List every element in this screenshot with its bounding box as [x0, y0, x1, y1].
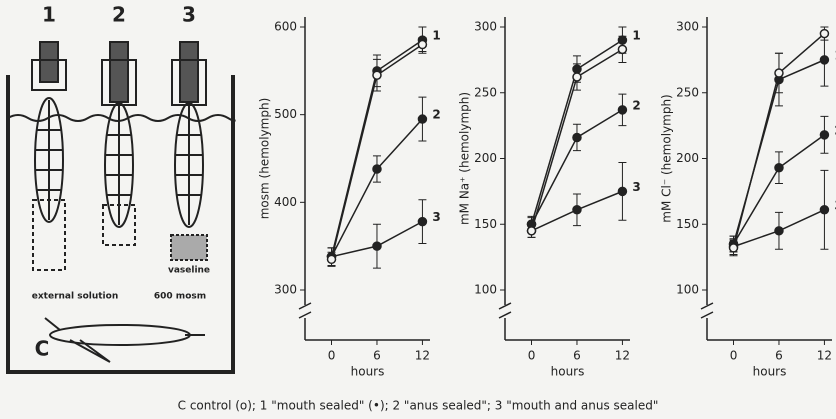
y-tick-label: 150 — [676, 217, 699, 231]
x-tick-label: 0 — [328, 349, 336, 363]
axis-break — [298, 302, 312, 319]
osmolarity-label: 600 mosm — [154, 292, 206, 302]
data-point — [526, 226, 537, 236]
x-axis-label: hours — [753, 365, 787, 379]
y-tick-label: 100 — [474, 283, 497, 297]
y-tick-label: 100 — [676, 283, 699, 297]
x-tick-label: 0 — [528, 349, 536, 363]
series-label: 3 — [834, 198, 836, 212]
y-tick-label: 500 — [274, 107, 297, 121]
x-tick-label: 6 — [373, 349, 381, 363]
x-tick-label: 12 — [415, 349, 430, 363]
tube-label: 1 — [42, 3, 56, 27]
data-point — [372, 241, 382, 251]
data-point — [417, 216, 428, 227]
data-point — [774, 162, 784, 173]
data-point — [572, 72, 582, 82]
y-tick-label: 300 — [274, 283, 297, 297]
data-point — [617, 44, 628, 55]
data-point — [819, 28, 830, 39]
beaker — [6, 75, 235, 374]
solution-label: external solution — [32, 292, 118, 302]
data-point — [617, 186, 628, 197]
data-point — [728, 243, 739, 253]
x-tick-label: 12 — [615, 349, 630, 363]
series-label: 2 — [432, 108, 440, 122]
series-label: 3 — [432, 210, 440, 224]
y-tick-label: 200 — [474, 151, 497, 165]
caption: C control (o); 1 "mouth sealed" (•); 2 "… — [178, 399, 659, 413]
y-axis-label: mosm (hemolymph) — [258, 98, 272, 220]
y-tick-label: 600 — [274, 20, 297, 34]
y-tick-label: 150 — [474, 217, 497, 231]
data-point — [819, 55, 830, 65]
data-point — [819, 205, 830, 215]
data-point — [774, 68, 784, 78]
series-label: 1 — [432, 29, 440, 43]
y-tick-label: 400 — [274, 195, 297, 209]
x-axis-label: hours — [551, 365, 585, 379]
tube-3 — [170, 41, 208, 261]
y-tick-label: 200 — [676, 151, 699, 165]
series-label: 2 — [632, 98, 640, 112]
tube-label: 2 — [112, 3, 126, 27]
series-label: 1 — [632, 29, 640, 43]
tube-label: 3 — [182, 3, 196, 27]
x-tick-label: 0 — [730, 349, 738, 363]
y-tick-label: 250 — [676, 85, 699, 99]
x-axis-label: hours — [351, 365, 385, 379]
x-tick-label: 6 — [775, 349, 783, 363]
data-point — [417, 114, 428, 124]
data-point — [774, 226, 784, 236]
y-axis-label: mM Cl⁻ (hemolymph) — [660, 94, 674, 222]
control-label: C — [35, 337, 50, 361]
larva-control — [44, 317, 205, 363]
vaseline-label: vaseline — [168, 266, 210, 276]
x-tick-label: 12 — [817, 349, 832, 363]
y-axis-label: mM Na⁺ (hemolymph) — [458, 92, 472, 225]
x-tick-label: 6 — [573, 349, 581, 363]
y-tick-label: 300 — [676, 20, 699, 34]
data-point — [572, 132, 582, 143]
y-tick-label: 250 — [474, 85, 497, 99]
series-label: 2 — [834, 123, 836, 137]
axis-break — [498, 302, 512, 319]
data-point — [819, 130, 830, 140]
data-point — [326, 254, 337, 265]
data-point — [372, 70, 382, 80]
data-point — [617, 105, 628, 115]
series-label: 1 — [834, 48, 836, 62]
series-label: 3 — [632, 180, 640, 194]
water-line — [7, 114, 236, 122]
illustration — [6, 41, 236, 374]
tube-1 — [31, 41, 67, 271]
tube-2 — [101, 41, 137, 246]
y-tick-label: 300 — [474, 20, 497, 34]
data-point — [372, 164, 382, 174]
data-point — [572, 205, 582, 215]
axis-break — [700, 302, 714, 319]
data-point — [417, 39, 428, 50]
